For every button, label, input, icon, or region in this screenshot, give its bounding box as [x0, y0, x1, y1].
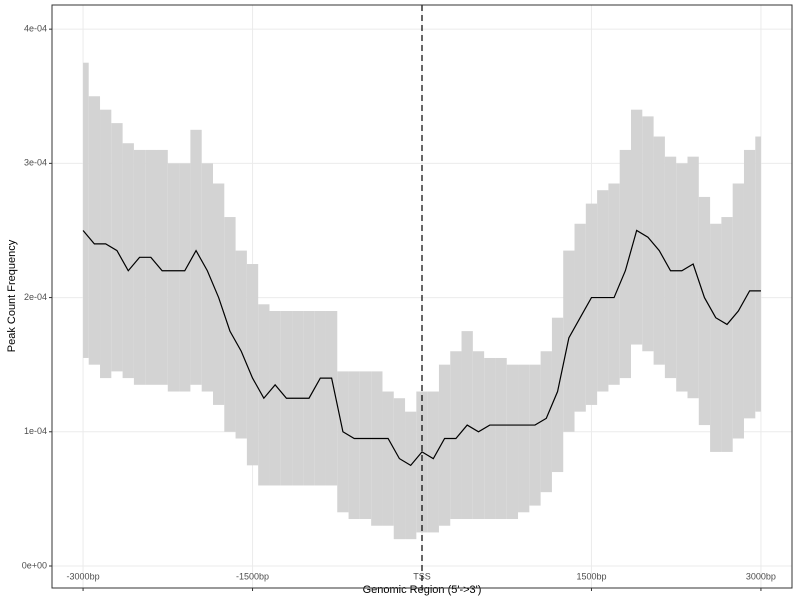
y-tick-label: 3e-04: [24, 158, 47, 168]
confidence-band: [721, 217, 733, 452]
y-tick-label: 1e-04: [24, 426, 47, 436]
confidence-band: [506, 364, 519, 520]
x-tick-label: -3000bp: [67, 571, 100, 581]
confidence-band: [133, 149, 146, 385]
confidence-band: [484, 357, 496, 520]
confidence-band: [405, 411, 417, 540]
y-tick-label: 4e-04: [24, 24, 47, 34]
confidence-band: [235, 250, 247, 439]
y-axis-title: Peak Count Frequency: [6, 239, 18, 352]
confidence-band: [540, 351, 552, 493]
confidence-band: [755, 136, 761, 412]
confidence-band: [83, 62, 89, 358]
confidence-band: [619, 149, 632, 379]
confidence-band: [608, 183, 620, 385]
confidence-band: [631, 109, 643, 345]
confidence-band: [371, 371, 383, 526]
confidence-band: [698, 196, 711, 426]
confidence-band: [529, 364, 541, 506]
confidence-band: [585, 203, 598, 405]
y-tick-label: 2e-04: [24, 292, 47, 302]
confidence-band: [224, 217, 236, 432]
confidence-band: [337, 371, 349, 513]
confidence-band: [743, 149, 756, 419]
mean-line: [82, 229, 761, 467]
confidence-band: [359, 371, 372, 520]
confidence-band: [551, 317, 564, 473]
x-tick-label: 3000bp: [746, 571, 776, 581]
confidence-band: [450, 351, 462, 520]
confidence-band: [201, 163, 213, 392]
confidence-band: [518, 364, 530, 513]
x-tick-label: 1500bp: [576, 571, 606, 581]
confidence-band: [438, 364, 451, 526]
confidence-band: [246, 264, 259, 466]
confidence-band: [642, 116, 654, 352]
confidence-band: [393, 398, 406, 540]
confidence-band: [597, 190, 609, 392]
confidence-band: [122, 143, 134, 379]
confidence-band: [314, 310, 326, 486]
confidence-band: [88, 96, 101, 365]
confidence-band: [676, 163, 688, 392]
confidence-band: [664, 156, 677, 379]
panel-border: [51, 4, 793, 589]
confidence-band: [111, 123, 123, 372]
x-tick-label: -1500bp: [236, 571, 269, 581]
confidence-band: [382, 391, 394, 526]
confidence-band: [179, 163, 191, 392]
confidence-band: [710, 223, 722, 452]
confidence-band: [269, 310, 281, 486]
confidence-band: [145, 149, 157, 385]
y-tick-label: 0e+00: [22, 560, 47, 570]
confidence-band: [472, 351, 485, 520]
confidence-band: [427, 391, 439, 533]
confidence-band: [156, 149, 168, 385]
confidence-band: [416, 391, 428, 533]
confidence-band: [687, 156, 699, 399]
confidence-band: [348, 371, 360, 520]
confidence-band: [212, 183, 225, 405]
confidence-band: [167, 163, 180, 392]
confidence-band: [563, 250, 575, 432]
confidence-band: [495, 357, 507, 520]
confidence-band: [258, 304, 270, 486]
confidence-band: [190, 129, 202, 385]
confidence-band: [325, 310, 338, 486]
